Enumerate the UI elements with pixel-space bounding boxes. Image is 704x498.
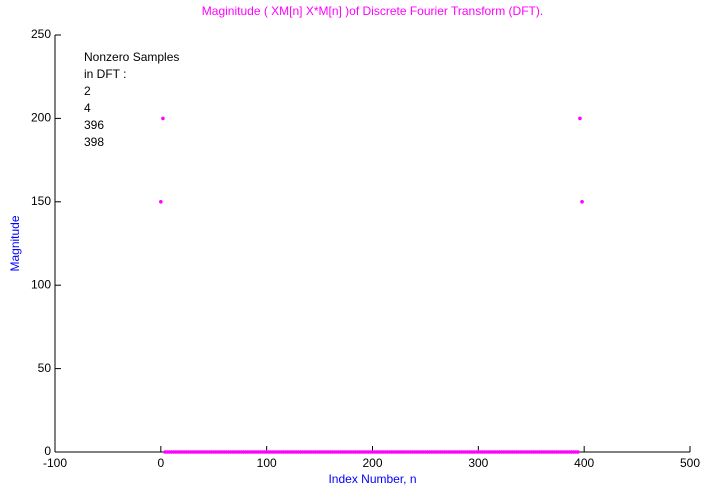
x-tick-label: 100 [257,456,277,470]
x-tick-label: 500 [680,456,700,470]
annotation: Nonzero Samples [84,50,179,64]
y-tick-label: 100 [31,277,51,291]
annotation: 4 [84,101,91,115]
point [576,450,580,454]
y-tick-label: 250 [31,27,51,41]
y-tick-label: 200 [31,111,51,125]
x-tick-label: 400 [574,456,594,470]
point [580,200,584,204]
x-tick-label: 0 [157,456,164,470]
y-tick-label: 0 [44,444,51,458]
y-axis-label: Magnitude [8,215,22,271]
y-tick-label: 150 [31,194,51,208]
point [161,116,165,121]
x-axis-label: Index Number, n [328,472,416,486]
annotation: 2 [84,84,91,98]
annotation: 398 [84,135,104,149]
x-tick-label: 200 [362,456,382,470]
annotation: in DFT : [84,67,126,81]
x-tick-label: 300 [468,456,488,470]
y-tick-label: 50 [38,361,52,375]
point [159,200,163,204]
chart-title: Maginitude ( XM[n] X*M[n] )of Discrete F… [202,4,543,18]
annotation: 396 [84,118,104,132]
point [578,116,582,121]
x-tick-label: -100 [43,456,67,470]
